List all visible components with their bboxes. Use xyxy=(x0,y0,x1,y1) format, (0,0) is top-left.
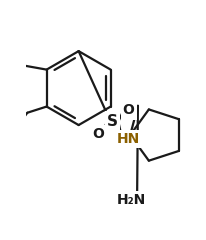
Text: HN: HN xyxy=(117,132,140,146)
Text: O: O xyxy=(123,103,135,117)
Text: H₂N: H₂N xyxy=(116,193,146,207)
Text: S: S xyxy=(107,114,118,129)
Text: O: O xyxy=(92,127,104,141)
